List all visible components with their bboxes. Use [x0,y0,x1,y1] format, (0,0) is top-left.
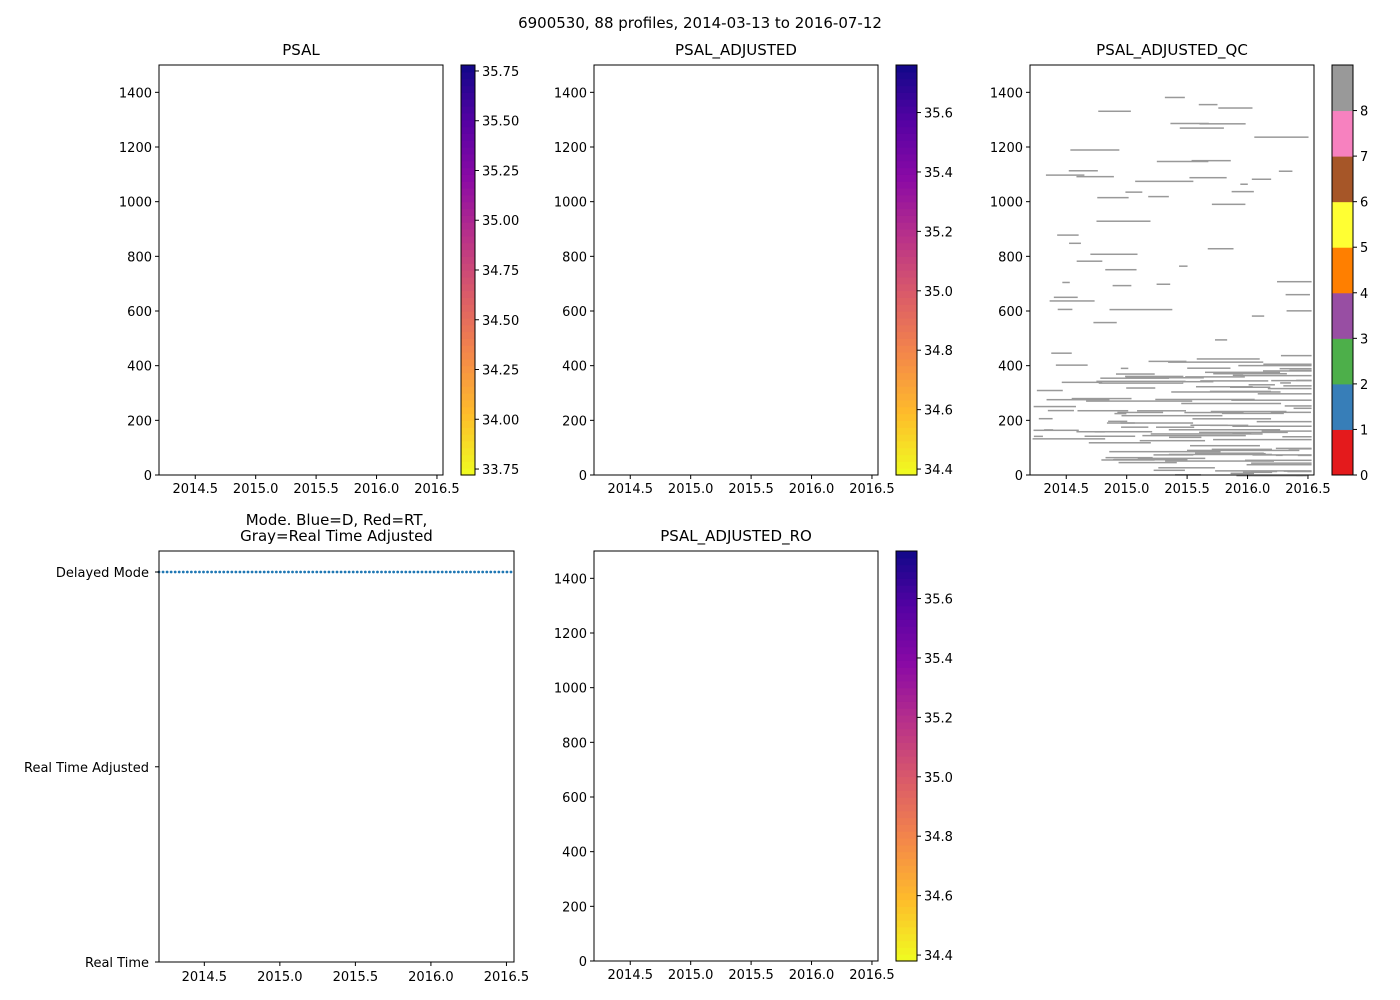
panel-title: PSAL [282,41,320,59]
figure-suptitle: 6900530, 88 profiles, 2014-03-13 to 2016… [0,14,1400,32]
